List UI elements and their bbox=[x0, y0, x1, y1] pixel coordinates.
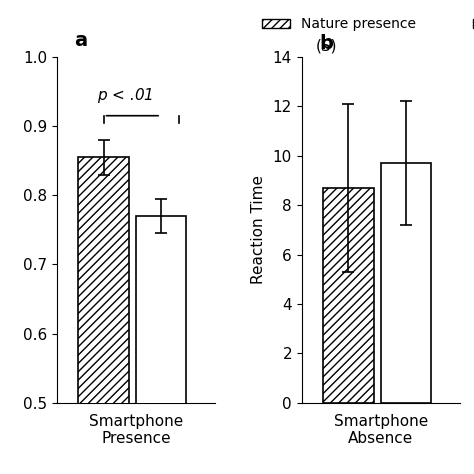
X-axis label: Smartphone
Absence: Smartphone Absence bbox=[334, 414, 428, 447]
Bar bbox=[323, 188, 374, 403]
Legend: Nature absence: Nature absence bbox=[467, 12, 474, 37]
Bar bbox=[136, 216, 186, 474]
Y-axis label: Reaction Time: Reaction Time bbox=[251, 175, 266, 284]
Bar bbox=[381, 163, 431, 403]
Legend: Nature presence: Nature presence bbox=[256, 12, 421, 37]
Text: a: a bbox=[74, 31, 87, 50]
X-axis label: Smartphone
Presence: Smartphone Presence bbox=[89, 414, 183, 447]
Text: (S): (S) bbox=[316, 38, 337, 54]
Bar bbox=[78, 157, 129, 474]
Text: $p$ < .01: $p$ < .01 bbox=[97, 86, 153, 105]
Text: b: b bbox=[319, 35, 333, 54]
